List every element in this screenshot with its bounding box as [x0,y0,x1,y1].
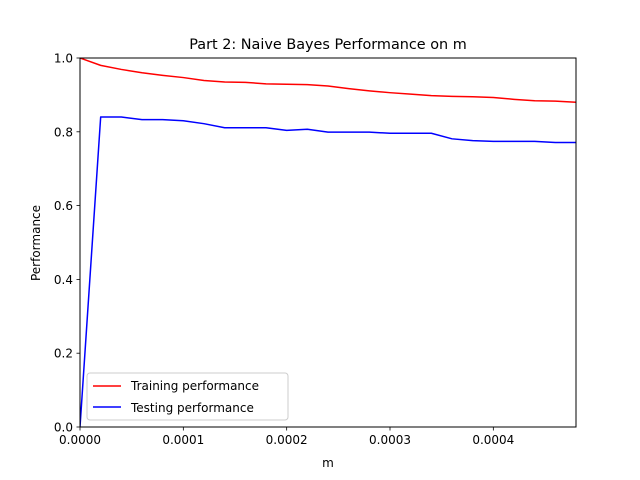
legend: Training performance Testing performance [86,372,289,421]
legend-box [86,372,289,421]
x-tick-label: 0.0000 [59,433,101,447]
x-axis: 0.0000 0.0001 0.0002 0.0003 0.0004 [59,427,514,447]
y-tick-label: 0.4 [54,273,73,287]
y-tick-label: 1.0 [54,52,73,66]
y-axis: 0.0 0.2 0.4 0.6 0.8 1.0 [54,52,80,435]
legend-label-testing: Testing performance [130,401,254,415]
x-tick-label: 0.0001 [162,433,204,447]
y-tick-label: 0.0 [54,421,73,435]
plot-area [79,57,577,428]
y-tick-label: 0.6 [54,199,73,213]
series-layer [80,58,576,427]
training-performance-line [80,58,576,104]
x-tick-label: 0.0004 [472,433,514,447]
plot-frame [79,57,577,428]
x-tick-label: 0.0002 [266,433,308,447]
plot-background [80,58,576,427]
testing-performance-line [80,116,576,427]
y-tick-label: 0.8 [54,125,73,139]
chart-title: Part 2: Naive Bayes Performance on m [189,37,467,53]
y-tick-label: 0.2 [54,347,73,361]
legend-label-training: Training performance [130,379,259,393]
x-tick-label: 0.0003 [369,433,411,447]
y-axis-label: Performance [29,205,43,281]
x-axis-label: m [322,456,334,470]
